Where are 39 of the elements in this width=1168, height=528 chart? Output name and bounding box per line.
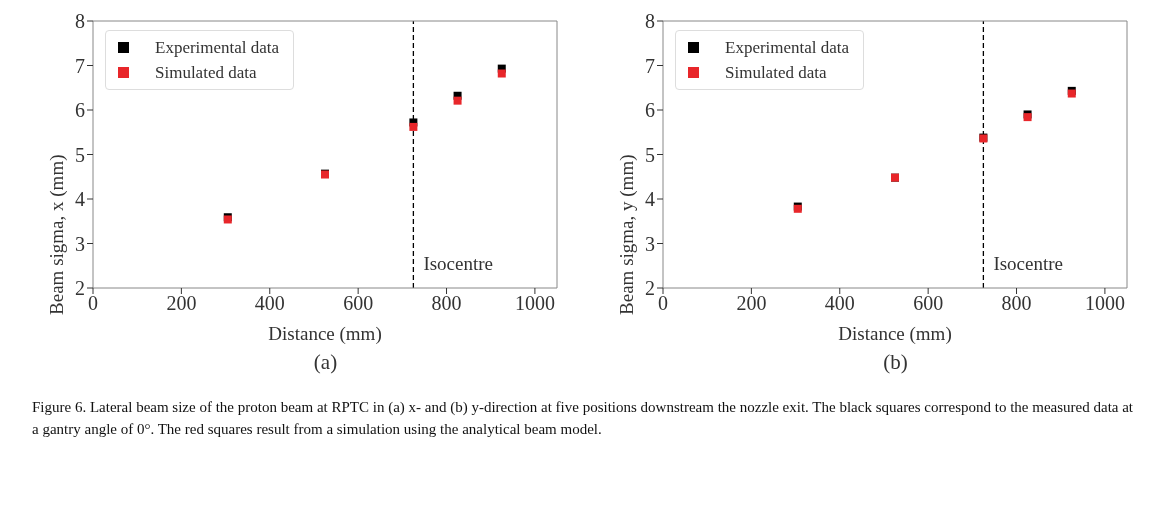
x-tick-label: 1000 (514, 292, 555, 315)
y-tick-label: 7 (75, 54, 85, 77)
x-axis-title: Distance (mm) (268, 323, 382, 345)
x-tick-label: 200 (736, 292, 767, 315)
x-tick-label: 1000 (1084, 292, 1125, 315)
y-tick-label: 5 (645, 143, 655, 166)
y-tick-label: 2 (645, 277, 655, 300)
y-axis-title: Beam sigma, x (mm) (45, 154, 68, 315)
legend-label: Simulated data (725, 62, 827, 83)
x-tick-label: 0 (88, 292, 98, 315)
x-axis-title: Distance (mm) (838, 323, 952, 345)
legend-label: Experimental data (155, 37, 280, 58)
x-tick-label: 0 (658, 292, 668, 315)
x-tick-label: 400 (254, 292, 285, 315)
y-tick-label: 7 (645, 54, 655, 77)
x-tick-label: 800 (431, 292, 462, 315)
x-tick-label: 600 (913, 292, 944, 315)
y-tick-label: 6 (75, 99, 85, 122)
legend-label: Experimental data (725, 37, 850, 58)
x-tick-label: 800 (1001, 292, 1032, 315)
x-tick-label: 400 (824, 292, 855, 315)
y-tick-label: 2 (75, 277, 85, 300)
text: (a) (312, 350, 339, 375)
legend-label: Simulated data (155, 62, 257, 83)
ref-line-label: Isocentre (423, 253, 494, 274)
x-tick-label: 600 (343, 292, 374, 315)
y-tick-label: 8 (645, 10, 655, 33)
y-tick-label: 5 (75, 143, 85, 166)
y-tick-label: 3 (645, 232, 655, 255)
y-tick-label: 8 (75, 10, 85, 33)
y-axis-title: Beam sigma, y (mm) (615, 154, 638, 315)
y-tick-label: 6 (645, 99, 655, 122)
caption: Figure 6. Lateral beam size of the proton beam at RPTC in (a) x- and (b) y-direction at five positions downstream the nozzle exit. The black squares correspond to the measured data at a gantry angle of 0°. The red squares result from a simulation using the analytical beam model. (32, 398, 1134, 439)
y-tick-label: 4 (645, 188, 655, 211)
y-tick-label: 3 (75, 232, 85, 255)
x-tick-label: 200 (166, 292, 197, 315)
y-tick-label: 4 (75, 188, 85, 211)
ref-line-label: Isocentre (993, 253, 1064, 274)
text: (b) (882, 350, 909, 375)
